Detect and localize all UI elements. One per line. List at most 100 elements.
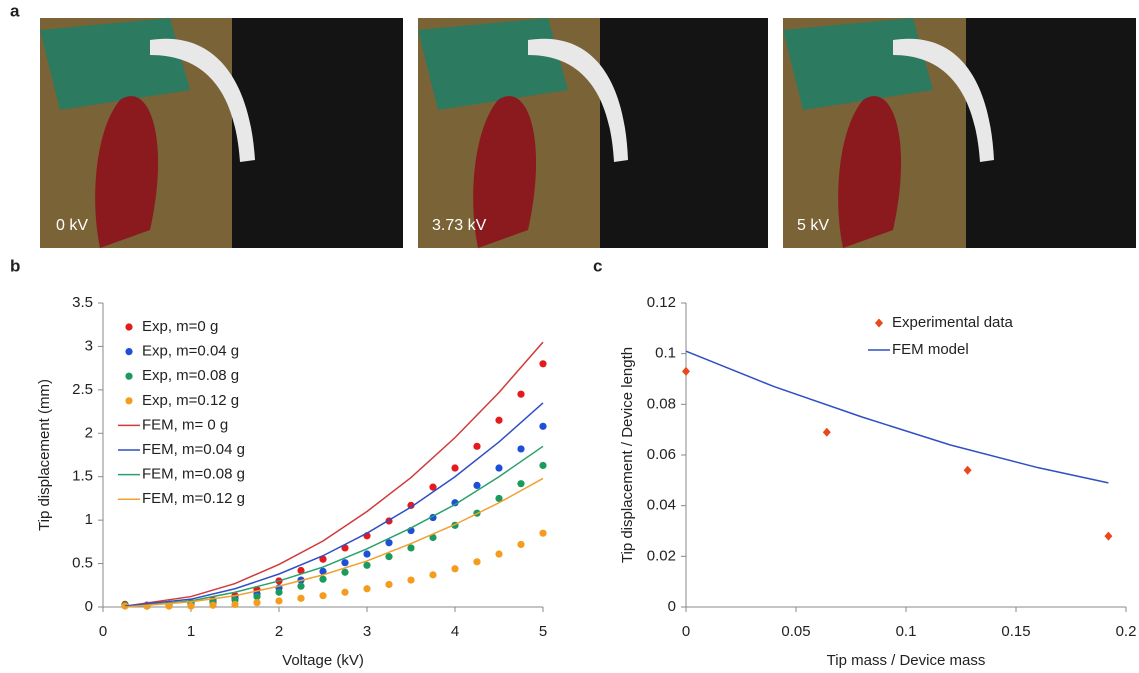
y-tick-label: 0 bbox=[668, 598, 676, 615]
point bbox=[275, 597, 283, 605]
photo: 3.73 kV bbox=[418, 18, 768, 249]
x-tick-label: 2 bbox=[275, 623, 283, 640]
legend-label: FEM, m=0.08 g bbox=[142, 466, 245, 483]
x-tick-label: 1 bbox=[187, 623, 195, 640]
x-axis-title: Tip mass / Device mass bbox=[827, 652, 986, 669]
point bbox=[209, 601, 217, 609]
legend-label: Exp, m=0.12 g bbox=[142, 392, 239, 409]
point bbox=[517, 445, 525, 453]
point bbox=[495, 416, 503, 424]
y-tick-label: 0.12 bbox=[647, 294, 676, 311]
point bbox=[187, 602, 195, 610]
y-axis-title: Tip displacement / Device length bbox=[619, 347, 636, 563]
point bbox=[682, 366, 690, 376]
point bbox=[539, 461, 547, 470]
point bbox=[495, 494, 503, 503]
point bbox=[539, 422, 547, 430]
point bbox=[429, 483, 437, 491]
x-tick-label: 0.1 bbox=[896, 623, 917, 640]
point bbox=[473, 558, 481, 566]
photo: 0 kV bbox=[40, 18, 403, 249]
point bbox=[473, 442, 481, 450]
legend-swatch bbox=[875, 318, 883, 328]
point bbox=[341, 568, 349, 576]
y-tick-label: 3.5 bbox=[72, 294, 93, 311]
legend-swatch bbox=[125, 323, 133, 331]
line bbox=[124, 445, 544, 608]
point bbox=[385, 553, 393, 561]
line bbox=[124, 402, 544, 607]
y-tick-label: 0 bbox=[85, 598, 93, 615]
legend-swatch bbox=[125, 397, 133, 405]
point bbox=[539, 360, 547, 368]
point bbox=[231, 600, 239, 608]
point bbox=[319, 555, 327, 563]
legend-label: Exp, m=0.04 g bbox=[142, 343, 239, 360]
point bbox=[385, 539, 393, 547]
point bbox=[407, 501, 415, 509]
point bbox=[539, 529, 547, 537]
point bbox=[121, 602, 129, 610]
point bbox=[363, 585, 371, 593]
line bbox=[685, 350, 1109, 484]
panel-label: c bbox=[593, 256, 602, 275]
point bbox=[319, 567, 327, 575]
point bbox=[429, 571, 437, 579]
point bbox=[429, 533, 437, 542]
legend-label: Exp, m=0.08 g bbox=[142, 367, 239, 384]
line bbox=[124, 341, 544, 607]
point bbox=[495, 464, 503, 472]
photo-caption: 5 kV bbox=[797, 217, 829, 234]
legend-swatch bbox=[125, 372, 133, 380]
point bbox=[451, 464, 459, 472]
point bbox=[253, 599, 261, 607]
point bbox=[517, 390, 525, 398]
y-tick-label: 3 bbox=[85, 337, 93, 354]
x-tick-label: 0 bbox=[682, 623, 690, 640]
point bbox=[341, 588, 349, 596]
point bbox=[319, 575, 327, 583]
point bbox=[473, 481, 481, 489]
y-tick-label: 0.1 bbox=[655, 345, 676, 362]
y-axis-title: Tip displacement (mm) bbox=[36, 379, 53, 531]
photo: 5 kV bbox=[783, 18, 1136, 249]
point bbox=[341, 559, 349, 567]
y-tick-label: 2.5 bbox=[72, 381, 93, 398]
point bbox=[407, 544, 415, 552]
legend-label: FEM, m= 0 g bbox=[142, 416, 228, 433]
x-tick-label: 0.05 bbox=[781, 623, 810, 640]
legend-swatch bbox=[125, 348, 133, 356]
point bbox=[297, 594, 305, 602]
point bbox=[253, 592, 261, 601]
x-tick-label: 4 bbox=[451, 623, 459, 640]
point bbox=[495, 550, 503, 558]
x-axis-title: Voltage (kV) bbox=[282, 652, 364, 669]
legend-label: Experimental data bbox=[892, 314, 1014, 331]
y-tick-label: 0.02 bbox=[647, 547, 676, 564]
x-tick-label: 0 bbox=[99, 623, 107, 640]
point bbox=[297, 582, 305, 590]
point bbox=[1104, 531, 1113, 541]
point bbox=[517, 540, 525, 549]
point bbox=[451, 499, 459, 507]
legend-label: Exp, m=0 g bbox=[142, 318, 218, 335]
point bbox=[963, 465, 972, 475]
point bbox=[275, 588, 283, 596]
y-tick-label: 0.04 bbox=[647, 497, 676, 514]
point bbox=[297, 566, 305, 575]
point bbox=[385, 580, 393, 589]
point bbox=[363, 561, 371, 569]
line bbox=[124, 477, 544, 608]
panel-label: b bbox=[10, 256, 20, 275]
y-tick-label: 0.06 bbox=[647, 446, 676, 463]
y-tick-label: 1.5 bbox=[72, 468, 93, 485]
y-tick-label: 2 bbox=[85, 424, 93, 441]
y-tick-label: 0.5 bbox=[72, 555, 93, 572]
x-tick-label: 0.2 bbox=[1116, 623, 1137, 640]
point bbox=[517, 480, 525, 488]
y-tick-label: 1 bbox=[85, 511, 93, 528]
photo-caption: 3.73 kV bbox=[432, 217, 487, 234]
photo-caption: 0 kV bbox=[56, 217, 88, 234]
